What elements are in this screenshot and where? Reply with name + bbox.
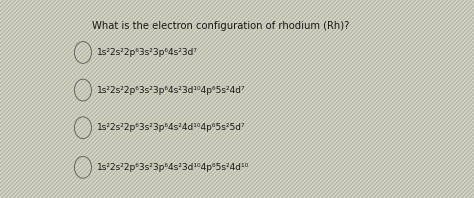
Text: 1s²2s²2p⁶3s²3p⁶4s²4d¹⁰4p⁶5s²5d⁷: 1s²2s²2p⁶3s²3p⁶4s²4d¹⁰4p⁶5s²5d⁷ — [97, 123, 246, 132]
Text: 1s²2s²2p⁶3s²3p⁶4s²3d¹⁰4p⁶5s²4d⁷: 1s²2s²2p⁶3s²3p⁶4s²3d¹⁰4p⁶5s²4d⁷ — [97, 86, 246, 95]
Text: What is the electron configuration of rhodium (Rh)?: What is the electron configuration of rh… — [92, 21, 350, 31]
Text: 1s²2s²2p⁶3s²3p⁶4s²3d⁷: 1s²2s²2p⁶3s²3p⁶4s²3d⁷ — [97, 48, 198, 57]
Text: 1s²2s²2p⁶3s²3p⁶4s²3d¹⁰4p⁶5s²4d¹⁰: 1s²2s²2p⁶3s²3p⁶4s²3d¹⁰4p⁶5s²4d¹⁰ — [97, 163, 249, 172]
